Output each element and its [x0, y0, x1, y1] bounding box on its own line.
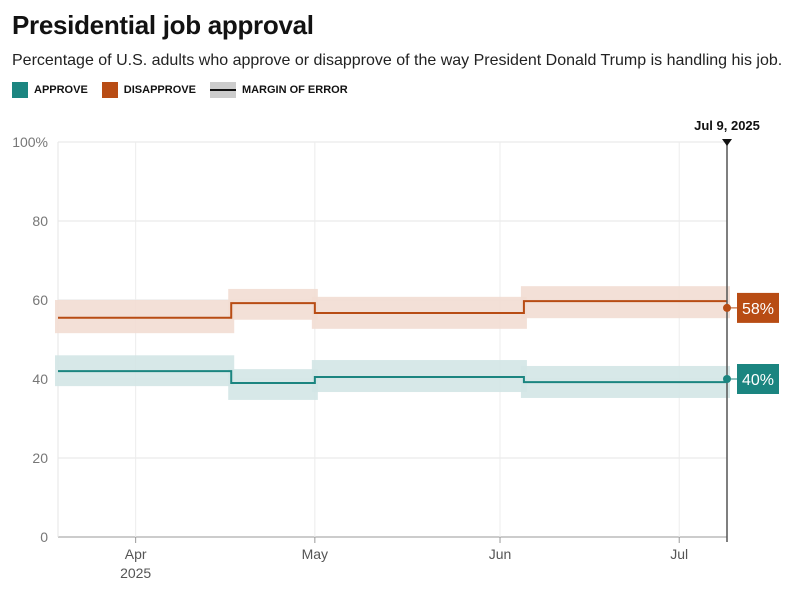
- disapprove-swatch: [101, 82, 118, 98]
- y-tick-label: 40: [32, 371, 48, 387]
- x-tick-label: May: [302, 546, 328, 562]
- x-tick-label: Apr: [125, 546, 147, 562]
- margin-swatch: [209, 82, 236, 98]
- legend-approve-label: APPROVE: [34, 84, 88, 96]
- y-tick-label: 100%: [12, 134, 48, 150]
- approve-line: [58, 370, 727, 384]
- approve-swatch: [12, 82, 28, 98]
- approve-end-badge: [737, 364, 779, 394]
- chart-title: Presidential job approval: [12, 10, 314, 40]
- x-tick-label: Jun: [489, 546, 512, 562]
- approve-end-value: 40%: [742, 372, 774, 389]
- disapprove-margin-band: [55, 300, 235, 334]
- legend-margin: MARGIN OF ERROR: [209, 82, 348, 98]
- approve-margin-band: [228, 369, 318, 400]
- x-tick-label: Jul: [670, 546, 688, 562]
- disapprove-end-value: 58%: [742, 301, 774, 318]
- y-tick-label: 20: [32, 450, 48, 466]
- legend-disapprove: DISAPPROVE: [101, 82, 196, 98]
- current-date-marker-icon: [722, 139, 732, 146]
- x-tick-year: 2025: [120, 565, 151, 581]
- disapprove-line: [58, 300, 727, 319]
- legend-margin-label: MARGIN OF ERROR: [241, 84, 348, 96]
- legend-approve: APPROVE: [12, 82, 88, 98]
- y-tick-label: 60: [32, 292, 48, 308]
- disapprove-end-badge: [737, 292, 779, 323]
- y-tick-label: 80: [32, 213, 48, 229]
- legend: APPROVE DISAPPROVE MARGIN OF ERROR: [12, 82, 348, 98]
- y-tick-label: 0: [40, 529, 48, 545]
- chart-subtitle: Percentage of U.S. adults who approve or…: [12, 52, 783, 69]
- disapprove-margin-band: [228, 288, 318, 320]
- legend-disapprove-label: DISAPPROVE: [123, 84, 196, 96]
- current-date-label: Jul 9, 2025: [694, 118, 760, 133]
